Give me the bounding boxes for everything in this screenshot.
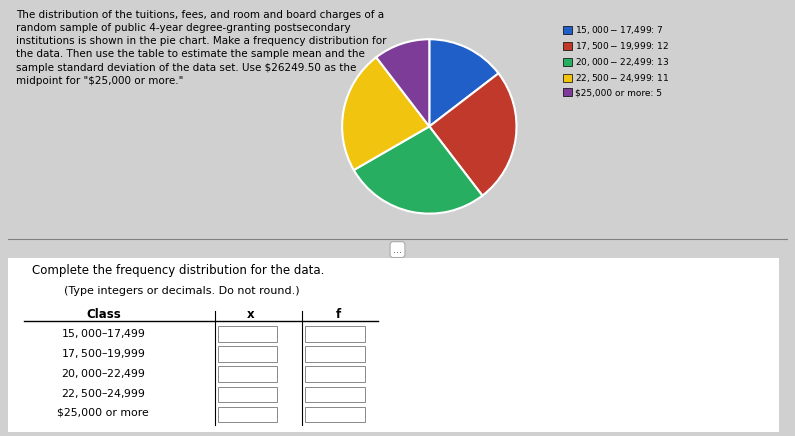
Wedge shape [342,57,429,170]
Wedge shape [354,126,483,214]
FancyBboxPatch shape [218,407,277,422]
Text: $17,500 – $19,999: $17,500 – $19,999 [61,347,145,360]
Text: The distribution of the tuitions, fees, and room and board charges of a
random s: The distribution of the tuitions, fees, … [16,10,386,86]
Text: ...: ... [393,245,402,255]
Text: f: f [335,308,340,321]
FancyBboxPatch shape [305,366,365,382]
Text: $22,500 – $24,999: $22,500 – $24,999 [61,388,145,401]
Text: (Type integers or decimals. Do not round.): (Type integers or decimals. Do not round… [64,286,299,296]
FancyBboxPatch shape [305,387,365,402]
Wedge shape [429,73,517,196]
FancyBboxPatch shape [218,346,277,362]
Text: Complete the frequency distribution for the data.: Complete the frequency distribution for … [32,264,324,277]
Wedge shape [376,39,429,126]
FancyBboxPatch shape [218,387,277,402]
Text: x: x [246,308,254,321]
Text: $20,000 – $22,499: $20,000 – $22,499 [61,367,145,380]
FancyBboxPatch shape [305,326,365,342]
FancyBboxPatch shape [305,346,365,362]
FancyBboxPatch shape [218,326,277,342]
Text: $15,000 – $17,499: $15,000 – $17,499 [61,327,145,340]
FancyBboxPatch shape [305,407,365,422]
Legend: $15,000-$17,499: 7, $17,500-$19,999: 12, $20,000-$22,499: 13, $22,500-$24,999: 1: $15,000-$17,499: 7, $17,500-$19,999: 12,… [561,22,672,99]
Text: $25,000 or more: $25,000 or more [57,408,149,418]
Wedge shape [429,39,498,126]
Text: Class: Class [86,308,121,321]
FancyBboxPatch shape [218,366,277,382]
